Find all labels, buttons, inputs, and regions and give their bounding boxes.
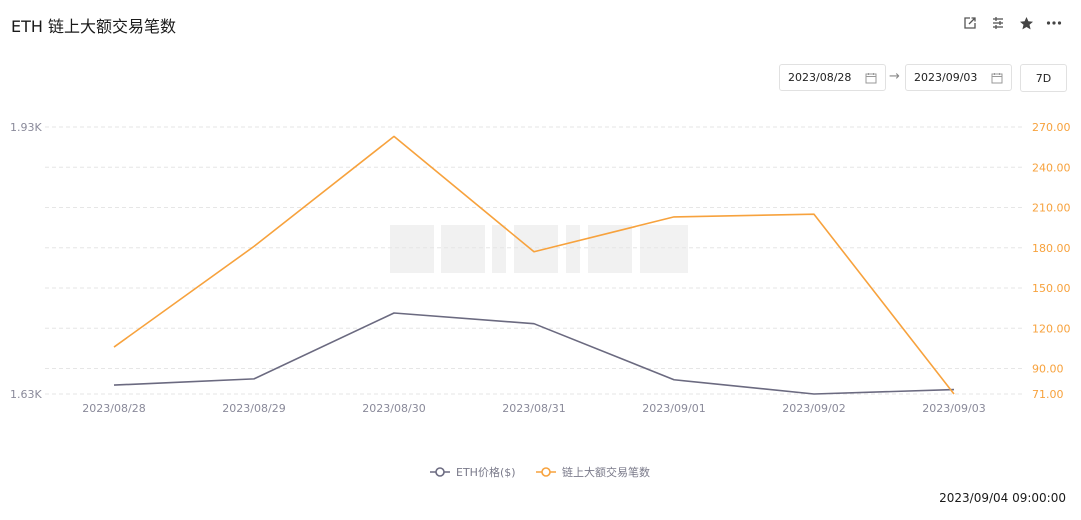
- series-line-2: [113, 135, 955, 395]
- x-tick-label: 2023/08/30: [362, 402, 425, 415]
- calendar-icon: [865, 72, 877, 83]
- right-tick-label: 210.00: [1032, 202, 1071, 215]
- star-icon[interactable]: [1017, 14, 1035, 32]
- watermark-logo: [390, 225, 688, 273]
- range-7d-button[interactable]: 7D: [1020, 64, 1067, 92]
- share-icon[interactable]: [961, 14, 979, 32]
- calendar-icon: [991, 72, 1003, 83]
- right-tick-label: 120.00: [1032, 322, 1071, 335]
- right-tick-label: 240.00: [1032, 161, 1071, 174]
- legend-marker: [435, 467, 445, 477]
- x-tick-label: 2023/08/29: [222, 402, 285, 415]
- arrow-right-icon: →: [889, 69, 900, 84]
- legend-item-1: ETH价格($): [430, 465, 516, 479]
- legend-item-2: 链上大额交易笔数: [536, 465, 650, 479]
- toolbar: [961, 14, 1063, 32]
- settings-icon[interactable]: [989, 14, 1007, 32]
- data-timestamp: 2023/09/04 09:00:00: [939, 491, 1066, 505]
- x-tick-label: 2023/09/02: [782, 402, 845, 415]
- series-line-1: [113, 312, 955, 395]
- page-title: ETH 链上大额交易笔数: [11, 17, 177, 36]
- right-tick-label: 270.00: [1032, 121, 1071, 134]
- end-date-value: 2023/09/03: [914, 71, 978, 84]
- left-tick-label: 1.93K: [10, 121, 42, 134]
- legend-label: ETH价格($): [456, 465, 516, 479]
- start-date-input[interactable]: 2023/08/28: [779, 64, 886, 91]
- end-date-input[interactable]: 2023/09/03: [905, 64, 1012, 91]
- right-tick-label: 150.00: [1032, 282, 1071, 295]
- more-icon[interactable]: [1045, 14, 1063, 32]
- start-date-value: 2023/08/28: [788, 71, 852, 84]
- left-tick-label: 1.63K: [10, 388, 42, 401]
- x-tick-label: 2023/09/01: [642, 402, 705, 415]
- right-tick-label: 180.00: [1032, 242, 1071, 255]
- legend-label: 链上大额交易笔数: [562, 465, 650, 479]
- x-tick-label: 2023/09/03: [922, 402, 985, 415]
- x-tick-label: 2023/08/28: [82, 402, 145, 415]
- x-tick-label: 2023/08/31: [502, 402, 565, 415]
- right-tick-label: 90.00: [1032, 363, 1064, 376]
- legend-marker: [541, 467, 551, 477]
- right-tick-label: 71.00: [1032, 388, 1064, 401]
